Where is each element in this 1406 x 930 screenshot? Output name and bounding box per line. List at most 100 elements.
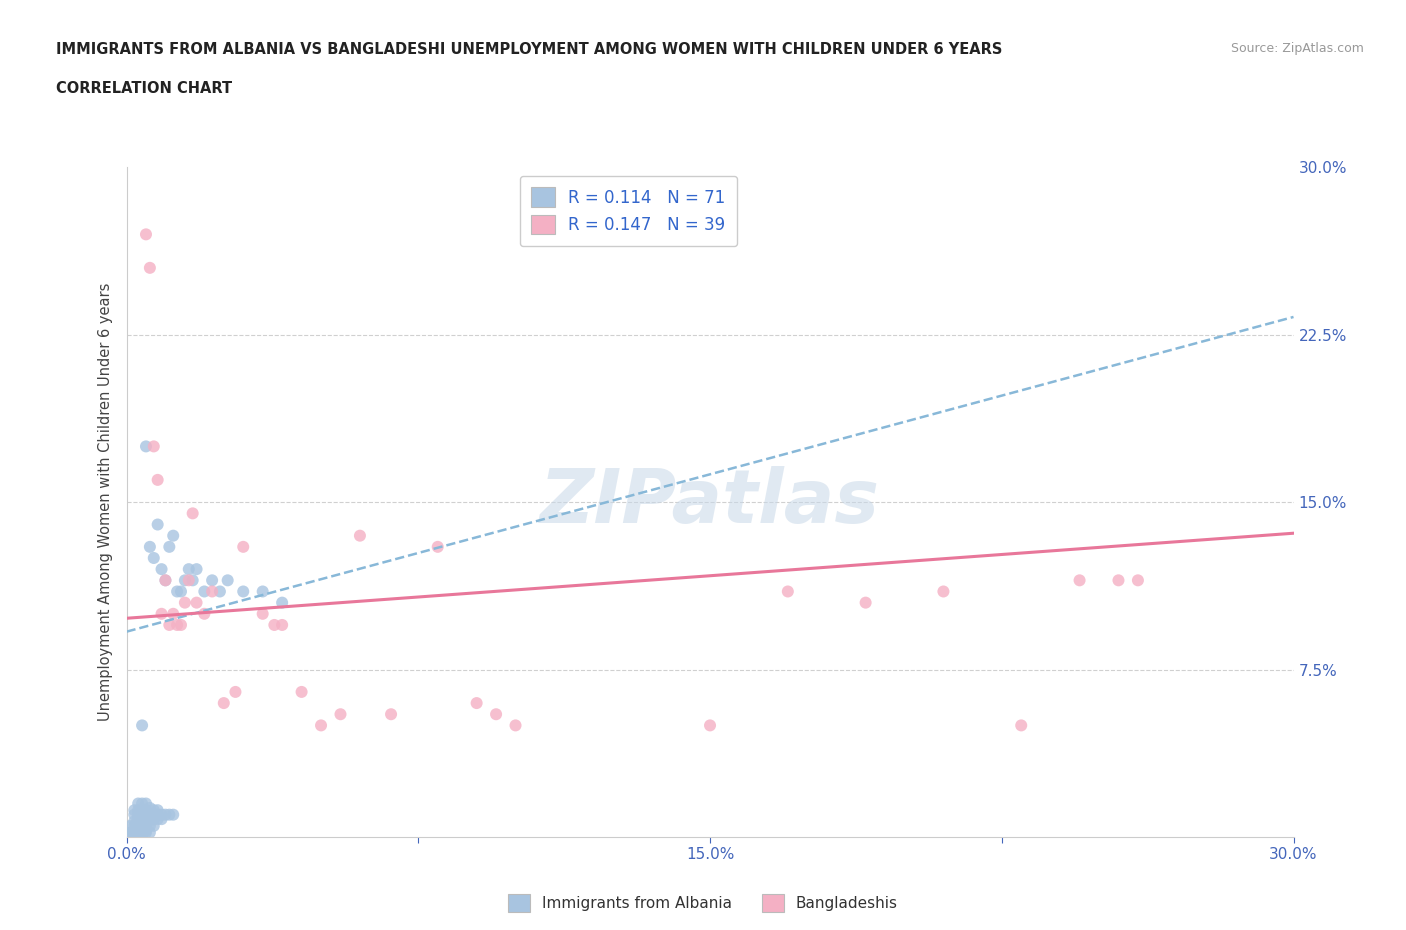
Point	[232, 539, 254, 554]
Point	[135, 803, 157, 817]
Point	[127, 796, 149, 811]
Point	[174, 573, 197, 588]
Point	[380, 707, 402, 722]
Point	[349, 528, 371, 543]
Point	[127, 818, 149, 833]
Point	[124, 818, 146, 833]
Point	[155, 573, 177, 588]
Point	[201, 584, 224, 599]
Point	[157, 807, 180, 822]
Point	[186, 595, 208, 610]
Point	[232, 584, 254, 599]
Point	[131, 828, 153, 843]
Point	[135, 812, 157, 827]
Point	[309, 718, 332, 733]
Point	[155, 807, 177, 822]
Point	[131, 825, 153, 840]
Point	[224, 684, 246, 699]
Point	[120, 828, 142, 843]
Point	[208, 584, 231, 599]
Point	[170, 584, 193, 599]
Point	[139, 539, 162, 554]
Point	[135, 807, 157, 822]
Point	[124, 807, 146, 822]
Point	[131, 818, 153, 833]
Point	[150, 562, 173, 577]
Point	[1010, 718, 1032, 733]
Point	[124, 823, 146, 838]
Point	[162, 528, 184, 543]
Point	[146, 803, 169, 817]
Point	[131, 796, 153, 811]
Point	[124, 825, 146, 840]
Point	[166, 584, 188, 599]
Point	[181, 506, 204, 521]
Point	[150, 606, 173, 621]
Point	[146, 807, 169, 822]
Point	[127, 828, 149, 843]
Point	[150, 812, 173, 827]
Y-axis label: Unemployment Among Women with Children Under 6 years: Unemployment Among Women with Children U…	[97, 283, 112, 722]
Point	[127, 807, 149, 822]
Point	[131, 823, 153, 838]
Point	[162, 807, 184, 822]
Point	[157, 618, 180, 632]
Legend: R = 0.114   N = 71, R = 0.147   N = 39: R = 0.114 N = 71, R = 0.147 N = 39	[520, 176, 737, 246]
Point	[263, 618, 285, 632]
Point	[139, 801, 162, 816]
Point	[142, 439, 165, 454]
Point	[146, 812, 169, 827]
Point	[135, 439, 157, 454]
Point	[139, 825, 162, 840]
Point	[170, 618, 193, 632]
Point	[426, 539, 449, 554]
Point	[186, 562, 208, 577]
Point	[139, 807, 162, 822]
Point	[465, 696, 488, 711]
Point	[131, 718, 153, 733]
Point	[776, 584, 799, 599]
Point	[181, 573, 204, 588]
Point	[217, 573, 239, 588]
Point	[1069, 573, 1091, 588]
Point	[124, 803, 146, 817]
Point	[177, 573, 200, 588]
Point	[1108, 573, 1130, 588]
Point	[150, 807, 173, 822]
Point	[329, 707, 352, 722]
Point	[131, 812, 153, 827]
Point	[135, 825, 157, 840]
Point	[124, 828, 146, 843]
Point	[932, 584, 955, 599]
Text: ZIPatlas: ZIPatlas	[540, 466, 880, 538]
Point	[127, 825, 149, 840]
Point	[135, 818, 157, 833]
Point	[252, 584, 274, 599]
Point	[252, 606, 274, 621]
Point	[485, 707, 508, 722]
Point	[131, 807, 153, 822]
Point	[201, 573, 224, 588]
Point	[162, 606, 184, 621]
Point	[193, 584, 215, 599]
Point	[290, 684, 312, 699]
Point	[1126, 573, 1149, 588]
Text: CORRELATION CHART: CORRELATION CHART	[56, 81, 232, 96]
Point	[142, 803, 165, 817]
Point	[135, 823, 157, 838]
Text: Source: ZipAtlas.com: Source: ZipAtlas.com	[1230, 42, 1364, 55]
Point	[155, 573, 177, 588]
Point	[139, 812, 162, 827]
Point	[174, 595, 197, 610]
Point	[271, 595, 294, 610]
Point	[855, 595, 877, 610]
Point	[699, 718, 721, 733]
Point	[146, 472, 169, 487]
Point	[271, 618, 294, 632]
Point	[142, 818, 165, 833]
Point	[127, 812, 149, 827]
Point	[139, 818, 162, 833]
Text: IMMIGRANTS FROM ALBANIA VS BANGLADESHI UNEMPLOYMENT AMONG WOMEN WITH CHILDREN UN: IMMIGRANTS FROM ALBANIA VS BANGLADESHI U…	[56, 42, 1002, 57]
Point	[157, 539, 180, 554]
Point	[142, 812, 165, 827]
